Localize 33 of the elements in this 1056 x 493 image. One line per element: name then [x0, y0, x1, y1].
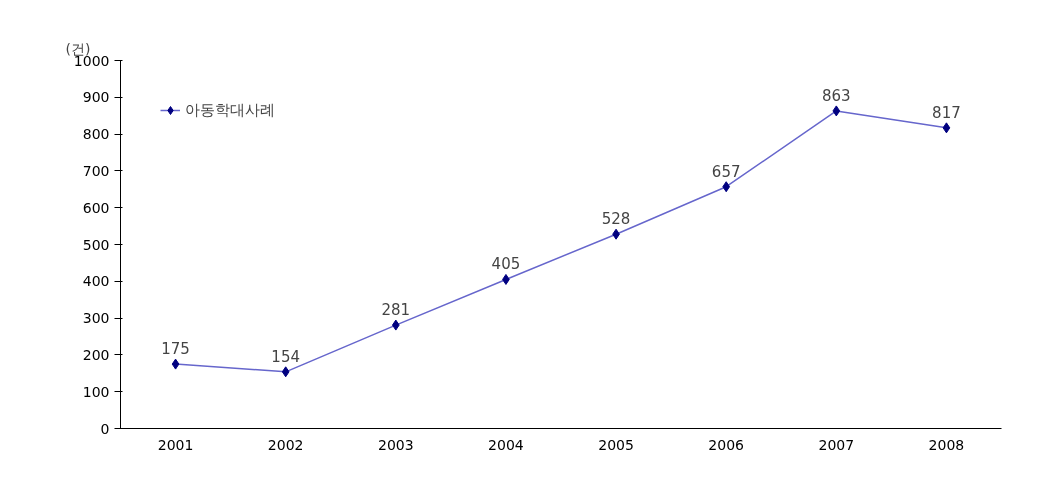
data-label: 528: [601, 210, 631, 229]
x-tick-label: 2006: [708, 436, 745, 453]
y-tick-label: 500: [82, 236, 110, 253]
y-tick-label: 400: [82, 273, 110, 290]
x-tick-label: 2003: [378, 436, 414, 453]
x-tick-label: 2002: [267, 436, 304, 453]
x-tick-label: 2005: [598, 436, 634, 453]
point: [942, 122, 951, 134]
data-label: 657: [711, 162, 741, 181]
y-tick-label: 200: [82, 346, 110, 363]
y-tick-label: 800: [82, 126, 110, 143]
y-tick-label: 0: [100, 420, 110, 437]
x-tick-label: 2004: [488, 436, 524, 453]
point: [281, 366, 290, 378]
x-tick-label: 2007: [818, 436, 855, 453]
legend-label: 아동학대사례: [185, 100, 275, 120]
data-label: 175: [161, 340, 190, 359]
x-tick-label: 2008: [928, 436, 965, 453]
point: [391, 319, 400, 331]
y-tick-label: 300: [82, 310, 110, 327]
point: [832, 105, 841, 117]
y-tick-label: 600: [82, 199, 110, 216]
data-label: 154: [271, 347, 301, 366]
y-tick-label: 700: [82, 162, 110, 179]
data-label: 817: [932, 103, 961, 122]
data-label: 863: [822, 86, 851, 105]
y-tick-label: 100: [82, 383, 110, 400]
y-tick-label: 900: [82, 89, 110, 106]
data-label: 281: [381, 301, 411, 320]
data-label: 405: [491, 255, 521, 274]
point: [722, 181, 731, 193]
point: [171, 358, 180, 370]
x-tick-label: 2001: [157, 436, 194, 453]
